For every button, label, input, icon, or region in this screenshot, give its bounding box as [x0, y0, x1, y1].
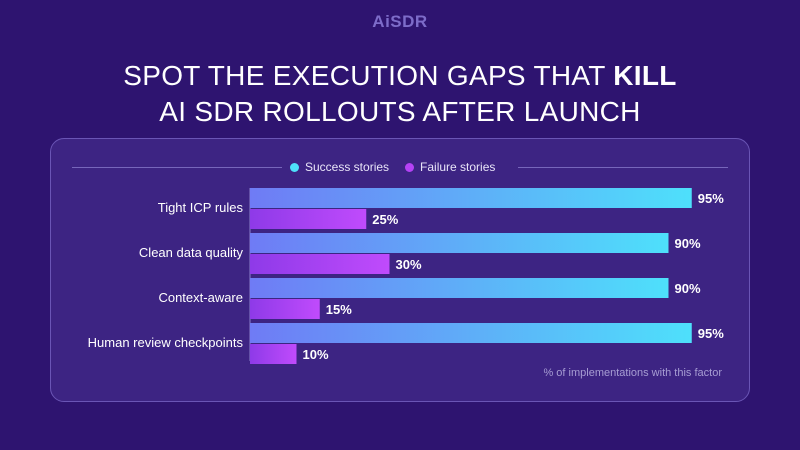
value-label-failure: 15%	[326, 302, 352, 317]
legend-item-success: Success stories	[290, 160, 389, 174]
headline-line-1: SPOT THE EXECUTION GAPS THAT KILL	[0, 58, 800, 94]
legend-label-success: Success stories	[305, 160, 390, 174]
brand-logo: AiSDR	[372, 12, 428, 31]
bar-failure	[250, 344, 297, 364]
bar-success	[250, 188, 692, 208]
chart-legend: Success stories Failure stories	[290, 159, 520, 175]
bar-failure	[250, 209, 367, 229]
value-label-success: 95%	[698, 326, 724, 341]
legend-dot-success-icon	[290, 162, 299, 172]
value-label-failure: 10%	[303, 347, 329, 362]
legend-item-failure: Failure stories	[405, 160, 495, 174]
bar-failure	[250, 254, 390, 274]
footnote: % of implementations with this factor	[543, 367, 722, 379]
bar-success	[250, 233, 669, 253]
category-label: Context-aware	[158, 290, 243, 305]
category-label: Tight ICP rules	[158, 200, 244, 215]
legend-label-failure: Failure stories	[420, 160, 496, 174]
bar-success	[250, 323, 692, 343]
headline-line-1-regular: SPOT THE EXECUTION GAPS THAT	[123, 60, 614, 91]
value-label-success: 90%	[675, 236, 701, 251]
category-label: Clean data quality	[139, 245, 244, 260]
legend-divider-left	[72, 167, 282, 168]
headline-line-1-bold: KILL	[613, 60, 677, 91]
headline: SPOT THE EXECUTION GAPS THAT KILL AI SDR…	[0, 58, 800, 130]
chart-panel	[50, 138, 750, 402]
category-label: Human review checkpoints	[88, 335, 244, 350]
value-label-failure: 30%	[396, 257, 422, 272]
legend-divider-right	[518, 167, 728, 168]
value-label-failure: 25%	[372, 212, 398, 227]
legend-dot-failure-icon	[405, 162, 415, 172]
bar-success	[250, 278, 669, 298]
headline-line-2: AI SDR ROLLOUTS AFTER LAUNCH	[159, 96, 641, 127]
value-label-success: 95%	[698, 191, 724, 206]
bar-failure	[250, 299, 320, 319]
value-label-success: 90%	[675, 281, 701, 296]
